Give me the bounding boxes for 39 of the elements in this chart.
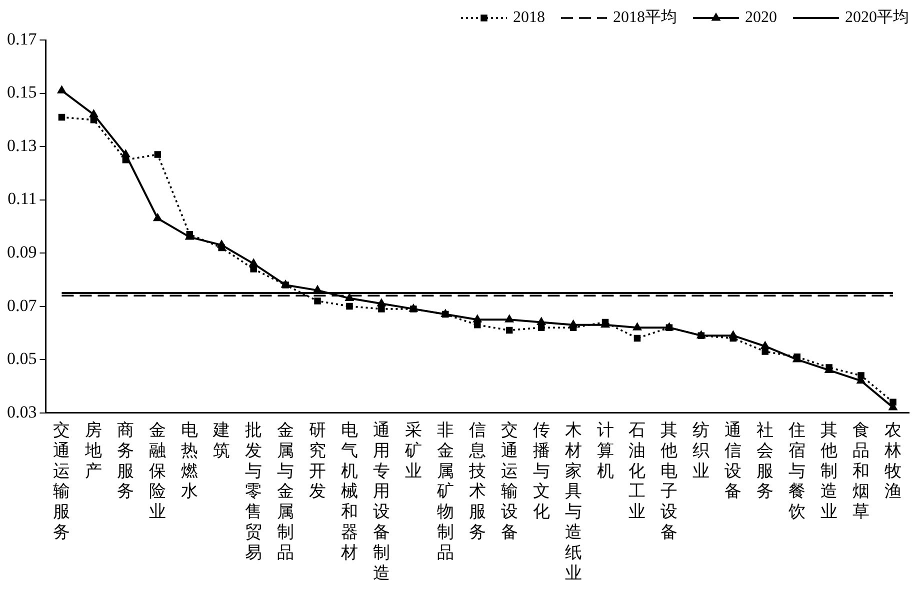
y-tick-label: 0.05 — [7, 349, 37, 368]
x-tick-label: 社会服务 — [756, 420, 774, 501]
y-tick-label: 0.13 — [7, 136, 37, 155]
x-tick-label: 通用专用设备制造 — [372, 420, 390, 582]
x-tick-label: 商务服务 — [117, 420, 134, 501]
x-tick-label: 采矿业 — [404, 420, 422, 480]
x-tick-label: 农林牧渔 — [884, 420, 902, 501]
y-tick-label: 0.09 — [7, 242, 37, 262]
legend-label: 2020平均 — [845, 9, 909, 26]
x-tick-label: 金融保险业 — [149, 420, 166, 522]
x-tick-label: 建筑 — [212, 420, 230, 460]
x-tick-label: 研究开发 — [309, 420, 326, 501]
x-tick-label: 交通运输服务 — [53, 420, 70, 542]
x-tick-label: 电热燃水 — [181, 420, 198, 501]
x-tick-label: 交通运输设备 — [500, 420, 518, 542]
x-tick-label: 住宿与餐饮 — [788, 420, 806, 522]
y-tick-label: 0.07 — [7, 296, 38, 315]
x-tick-label: 金属与金属制品 — [277, 420, 294, 562]
x-tick-label: 房地产 — [84, 420, 102, 480]
x-tick-label: 电气机械和器材 — [340, 420, 358, 562]
y-tick-label: 0.15 — [7, 82, 37, 102]
x-tick-label: 食品和烟草 — [852, 420, 870, 522]
y-tick-label: 0.17 — [7, 29, 38, 48]
x-tick-label: 计算机 — [596, 420, 614, 480]
x-tick-label: 其他电子设备 — [660, 420, 678, 542]
x-tick-label: 其他制造业 — [820, 420, 838, 522]
legend-label: 2018平均 — [613, 9, 677, 26]
x-tick-label: 通信设备 — [724, 420, 742, 501]
x-tick-label: 传播与文化 — [532, 420, 550, 522]
x-tick-label: 石油化工业 — [628, 420, 646, 522]
y-tick-label: 0.03 — [7, 402, 37, 422]
x-tick-label: 非金属矿物制品 — [436, 420, 454, 562]
y-tick-label: 0.11 — [8, 189, 37, 208]
x-tick-label: 木材家具与造纸业 — [564, 420, 582, 582]
legend-label: 2020 — [745, 9, 777, 26]
x-tick-label: 纺织业 — [692, 420, 710, 480]
x-tick-label: 信息技术服务 — [468, 420, 486, 542]
x-tick-label: 批发与零售贸易 — [245, 420, 262, 562]
legend-label: 2018 — [513, 9, 545, 26]
